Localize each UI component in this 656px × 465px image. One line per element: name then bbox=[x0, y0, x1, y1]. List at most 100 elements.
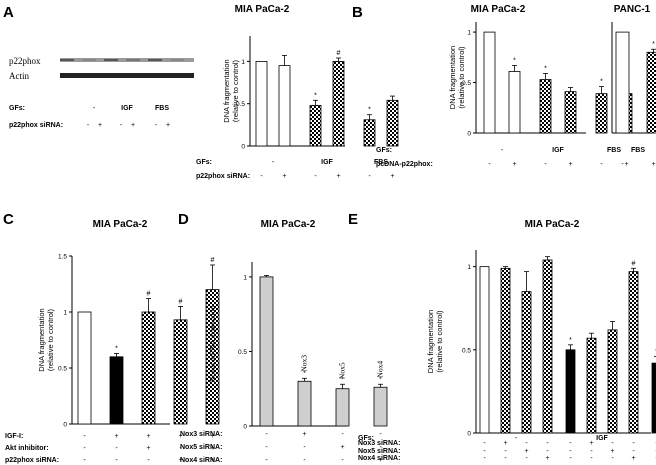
y-axis-label: (relative to control) bbox=[46, 308, 55, 371]
condition-group: - bbox=[501, 147, 504, 154]
bar bbox=[483, 31, 496, 134]
y-tick-label: 1 bbox=[241, 59, 245, 66]
bar bbox=[628, 271, 639, 434]
condition-sign: + bbox=[503, 440, 507, 447]
significance-mark: * bbox=[314, 92, 317, 99]
significance-mark: * bbox=[303, 370, 306, 377]
y-tick-label: 0.5 bbox=[462, 347, 471, 354]
y-tick-label: 1 bbox=[243, 274, 247, 281]
condition-sign: - bbox=[569, 455, 572, 462]
condition-sign: - bbox=[303, 457, 306, 464]
significance-mark: * bbox=[341, 376, 344, 383]
condition-sign: - bbox=[488, 161, 491, 168]
blot-sign: - bbox=[120, 122, 123, 129]
y-tick-label: 0.5 bbox=[462, 80, 471, 87]
blot-sign: - bbox=[87, 122, 90, 129]
condition-sign: - bbox=[379, 444, 382, 451]
condition-label: p22phox siRNA: bbox=[5, 457, 59, 464]
condition-sign: - bbox=[115, 445, 118, 452]
condition-sign: - bbox=[600, 161, 603, 168]
bar bbox=[651, 362, 656, 434]
condition-group: - bbox=[515, 435, 518, 442]
condition-sign: + bbox=[631, 455, 635, 462]
bar bbox=[539, 79, 552, 134]
y-tick-label: 0 bbox=[63, 422, 67, 429]
condition-sign: + bbox=[524, 448, 528, 455]
condition-sign: + bbox=[624, 161, 628, 168]
bar bbox=[586, 337, 597, 434]
condition-sign: + bbox=[178, 433, 182, 440]
chart-b2: PANC-1*FBS- + bbox=[611, 4, 656, 168]
condition-sign: - bbox=[632, 448, 635, 455]
condition-sign: + bbox=[589, 440, 593, 447]
charts: MIA PaCa-2 0 0.5 1 DNA fragmentation (relativ… bbox=[5, 4, 656, 464]
blot-protein-p22phox: p22phox bbox=[9, 56, 41, 66]
condition-sign: + bbox=[178, 457, 182, 464]
chart-title: MIA PaCa-2 bbox=[93, 219, 148, 230]
bar bbox=[297, 380, 312, 427]
condition-label: Nox3 siRNA: bbox=[180, 431, 222, 438]
bar bbox=[363, 119, 376, 147]
blot-band-segment bbox=[82, 59, 96, 61]
bar bbox=[646, 51, 656, 134]
condition-label: IGF-I: bbox=[5, 433, 23, 440]
bar bbox=[386, 99, 399, 147]
condition-sign: - bbox=[483, 455, 486, 462]
blot-band-segment bbox=[126, 59, 140, 61]
condition-sign: - bbox=[368, 173, 371, 180]
condition-sign: + bbox=[378, 457, 382, 464]
blot-band-segment bbox=[170, 59, 184, 61]
y-tick-label: 0.5 bbox=[238, 349, 247, 356]
chart-title: PANC-1 bbox=[614, 4, 651, 15]
chart-b: MIA PaCa-2 0 0.5 1 DNA fragmentation (relativ… bbox=[376, 4, 633, 168]
bar-label: Nox5 bbox=[338, 362, 347, 379]
condition-sign: - bbox=[621, 161, 624, 168]
condition-sign: - bbox=[632, 440, 635, 447]
bar bbox=[109, 356, 124, 425]
bar bbox=[335, 388, 350, 427]
bar bbox=[255, 60, 268, 147]
bar bbox=[564, 91, 577, 134]
condition-label: Nox4 siRNA: bbox=[180, 457, 222, 464]
blot-band-actin bbox=[60, 73, 194, 78]
condition-label: pcDNA-p22phox: bbox=[376, 161, 433, 168]
bar-label: Nox4 bbox=[376, 361, 385, 378]
chart-e: MIA PaCa-2 0 0.5 1 DNA fragmentation (relativ… bbox=[358, 219, 656, 462]
blot-sign: + bbox=[131, 122, 135, 129]
condition-sign: + bbox=[610, 448, 614, 455]
condition-sign: - bbox=[379, 431, 382, 438]
significance-mark: * bbox=[600, 79, 603, 86]
y-tick-label: 1 bbox=[467, 30, 471, 37]
y-tick-label: 0 bbox=[467, 431, 471, 438]
condition-sign: + bbox=[545, 455, 549, 462]
panel-letter-b: B bbox=[352, 4, 363, 21]
condition-sign: + bbox=[146, 433, 150, 440]
bar bbox=[500, 267, 511, 434]
condition-sign: - bbox=[611, 455, 614, 462]
condition-label: Nox5 siRNA: bbox=[180, 444, 222, 451]
condition-sign: + bbox=[146, 445, 150, 452]
y-tick-label: 0 bbox=[241, 144, 245, 151]
blot-sign: + bbox=[166, 122, 170, 129]
y-tick-label: 0.5 bbox=[236, 101, 245, 108]
blot-gf-fbs: FBS bbox=[155, 105, 169, 112]
y-axis-label: DNA fragmentation bbox=[448, 46, 457, 109]
bar bbox=[373, 386, 388, 427]
condition-sign: - bbox=[303, 444, 306, 451]
condition-sign: - bbox=[504, 448, 507, 455]
condition-label: Nox3 siRNA: bbox=[358, 440, 400, 447]
condition-label: GFs: bbox=[358, 435, 374, 442]
bar bbox=[173, 319, 188, 425]
blot-band-segment bbox=[60, 59, 74, 61]
condition-sign: - bbox=[341, 457, 344, 464]
condition-sign: - bbox=[83, 457, 86, 464]
bar bbox=[77, 311, 92, 425]
condition-sign: - bbox=[265, 444, 268, 451]
condition-sign: + bbox=[114, 433, 118, 440]
condition-group: IGF bbox=[321, 159, 333, 166]
chart-title: MIA PaCa-2 bbox=[261, 219, 316, 230]
y-axis-label: DNA fragmentation bbox=[426, 310, 435, 373]
blot-gf-igf: IGF bbox=[121, 105, 133, 112]
significance-mark: # bbox=[337, 50, 341, 57]
